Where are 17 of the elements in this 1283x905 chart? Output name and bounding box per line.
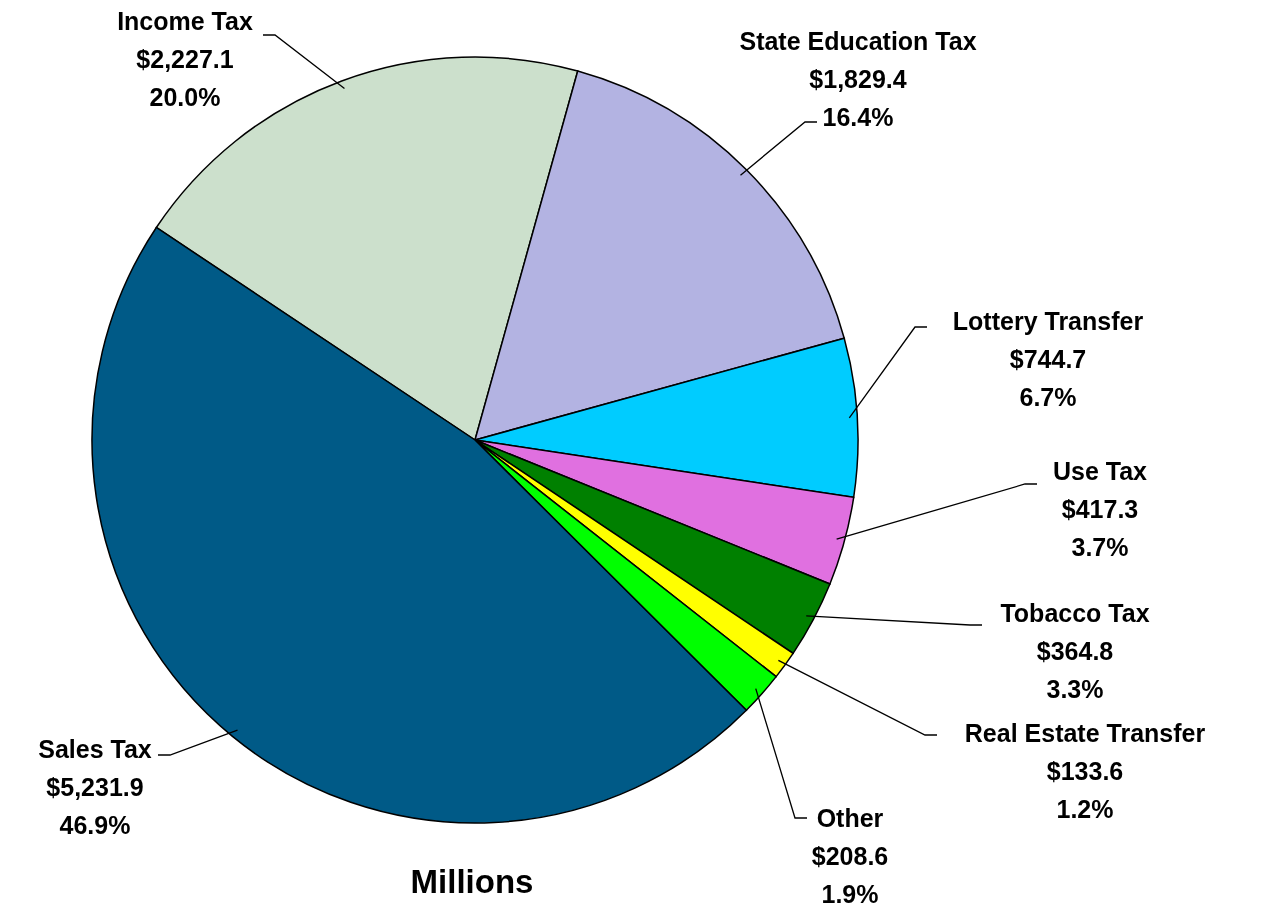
data-label: $1,829.4 16.4% bbox=[809, 65, 907, 131]
data-label: $2,227.1 20.0% bbox=[136, 45, 234, 111]
slice-label: State Education Tax bbox=[739, 27, 977, 55]
slice-label: Lottery Transfer bbox=[952, 307, 1144, 335]
data-label: $417.3 3.7% bbox=[1061, 495, 1139, 561]
slice-label: Real Estate Transfer bbox=[964, 719, 1206, 747]
slice-label: Tobacco Tax bbox=[1000, 599, 1150, 627]
data-label: $5,231.9 46.9% bbox=[46, 773, 144, 839]
slice-label: Other bbox=[816, 804, 884, 832]
data-label: $208.6 1.9% bbox=[811, 842, 889, 905]
data-label: $744.7 6.7% bbox=[1009, 345, 1087, 411]
data-label: $364.8 3.3% bbox=[1036, 637, 1114, 703]
slice-label: Use Tax bbox=[1052, 457, 1148, 485]
data-label: $133.6 1.2% bbox=[1046, 757, 1124, 823]
slice-label: Income Tax bbox=[117, 7, 253, 35]
text: Millions bbox=[410, 863, 534, 900]
slice-label: Sales Tax bbox=[38, 735, 152, 763]
